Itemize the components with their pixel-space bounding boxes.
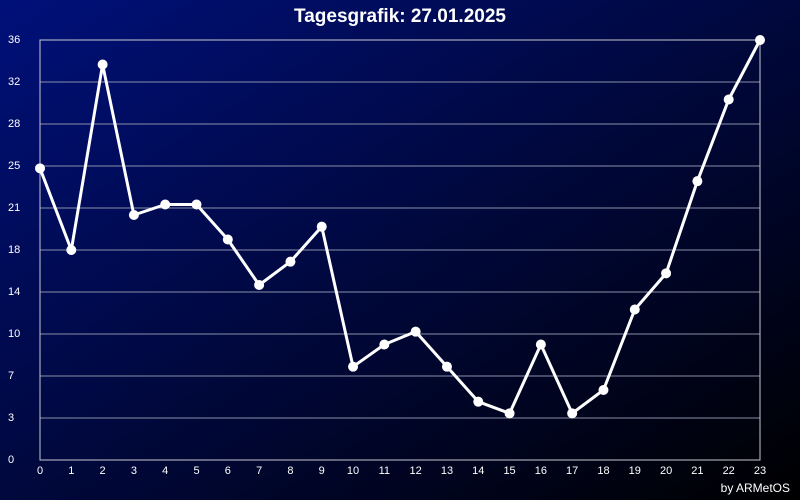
y-tick-label: 0: [8, 454, 14, 466]
x-tick-label: 3: [131, 465, 137, 477]
x-tick-label: 10: [347, 465, 359, 477]
x-tick-label: 11: [379, 465, 390, 477]
y-tick-label: 32: [8, 76, 20, 88]
x-tick-label: 0: [37, 465, 43, 477]
x-tick-label: 2: [100, 465, 106, 477]
data-line: [38, 39, 762, 415]
y-tick-label: 14: [8, 286, 20, 298]
data-point: [254, 280, 265, 290]
x-tick-label: 23: [754, 465, 766, 477]
chart-title: Tagesgrafik: 27.01.2025: [294, 6, 506, 27]
data-point: [629, 304, 640, 315]
data-point: [473, 396, 484, 407]
data-point: [723, 94, 734, 105]
x-tick-label: 17: [566, 465, 578, 477]
data-point: [316, 221, 327, 232]
data-point: [661, 268, 672, 279]
plot-frame: [39, 39, 761, 461]
data-point: [222, 234, 233, 245]
data-point: [97, 59, 108, 70]
data-point: [35, 163, 45, 174]
x-tick-label: 22: [723, 465, 735, 477]
data-point: [441, 361, 452, 372]
credit: by ARMetOS: [721, 481, 790, 495]
x-tick-label: 16: [535, 465, 547, 477]
y-tick-label: 21: [8, 202, 20, 214]
y-tick-label: 18: [8, 244, 20, 256]
data-point: [160, 199, 171, 210]
x-tick-label: 1: [68, 465, 74, 477]
x-tick-label: 12: [410, 465, 422, 477]
data-point: [410, 326, 421, 337]
x-tick-label: 7: [256, 465, 262, 477]
data-point: [692, 176, 703, 187]
y-tick-label: 28: [8, 118, 20, 130]
y-tick-label: 25: [8, 160, 20, 172]
data-point: [504, 408, 515, 419]
data-point: [285, 256, 296, 267]
x-tick-label: 15: [503, 465, 515, 477]
y-tick-label: 3: [8, 412, 14, 424]
data-point: [755, 35, 765, 45]
data-point: [348, 361, 359, 372]
y-tick-label: 7: [8, 370, 14, 382]
data-point: [379, 339, 390, 350]
data-point: [191, 199, 202, 210]
y-tick-label: 10: [8, 328, 20, 340]
x-tick-label: 19: [629, 465, 641, 477]
x-tick-label: 20: [660, 465, 672, 477]
x-tick-label: 18: [597, 465, 609, 477]
x-tick-label: 8: [287, 465, 293, 477]
x-tick-label: 14: [472, 465, 484, 477]
data-point: [567, 408, 578, 419]
data-point: [128, 210, 139, 220]
x-tick-label: 21: [691, 465, 703, 477]
data-point: [598, 385, 609, 395]
y-tick-label: 36: [8, 34, 20, 46]
x-tick-label: 6: [225, 465, 231, 477]
x-tick-label: 9: [319, 465, 325, 477]
x-tick-label: 4: [162, 465, 168, 477]
x-tick-label: 13: [441, 465, 453, 477]
data-point: [535, 339, 546, 350]
data-point: [66, 245, 77, 255]
x-tick-label: 5: [193, 465, 199, 477]
